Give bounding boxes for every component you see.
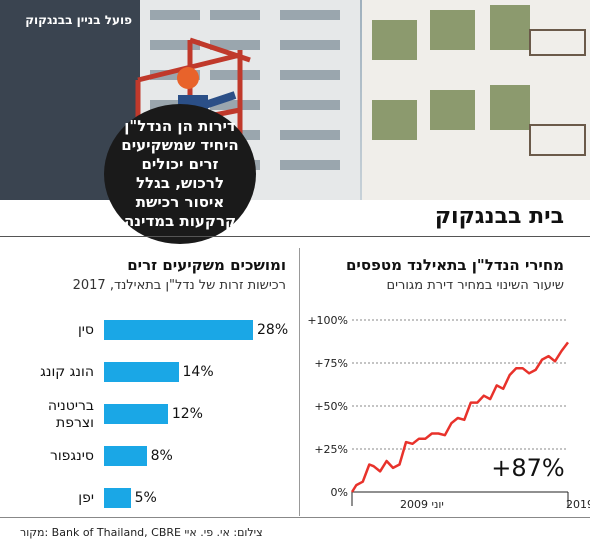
y-tick-label: +100%	[307, 314, 348, 327]
bar-category-label: סינגפור	[50, 448, 94, 465]
bar-category-label-line: הונג קונג	[40, 364, 94, 380]
source-credit: מקור: Bank of Thailand, CBRE צילום: אי. …	[20, 526, 263, 539]
footer-rule	[0, 517, 590, 518]
bar-category-label: הונג קונג	[40, 364, 94, 381]
price-line	[350, 341, 569, 493]
bar-value-label: 8%	[150, 448, 173, 464]
bar	[104, 488, 131, 508]
photo-illustration	[0, 0, 590, 200]
bar-category-label: סין	[78, 322, 94, 339]
bar-category-label: בריטניה וצרפת	[48, 398, 94, 432]
bar-category-label-line: סינגפור	[49, 448, 94, 464]
quote-text: דירות הן הנדל"ן היחיד שמשקיעים זרים יכול…	[121, 117, 239, 230]
quote-bubble: דירות הן הנדל"ן היחיד שמשקיעים זרים יכול…	[104, 104, 256, 244]
bar-chart-title: ומושכים משקיעים זרים	[127, 256, 286, 274]
bar-value-label: 14%	[182, 364, 214, 380]
change-annotation: +87%	[491, 454, 564, 482]
bar-category-label-line: וצרפת	[56, 415, 94, 431]
bar-category-label: יפן	[78, 490, 94, 507]
bar	[104, 320, 253, 340]
y-tick-label: 0%	[331, 486, 348, 499]
bar-chart-subtitle: רכישות זרות של נדל"ן בתאילנד, 2017	[72, 278, 286, 293]
headline-rule	[0, 236, 590, 237]
headline: בית בבנגקוק	[434, 204, 564, 229]
column-divider	[299, 248, 300, 516]
bar	[104, 446, 147, 466]
bar-category-label-line: בריטניה	[47, 398, 94, 414]
y-tick-label: +50%	[314, 400, 348, 413]
bar-category-label-line: יפן	[78, 490, 94, 506]
line-chart-subtitle: שיעור השינוי במחיר דירת מגורים	[386, 278, 565, 293]
bar	[104, 404, 168, 424]
bar-category-label-line: סין	[77, 322, 94, 338]
bar-value-label: 28%	[257, 322, 289, 338]
photo-caption: פועל בניין בבנגקוק	[25, 13, 132, 27]
x-tick-label: יוני 2019	[566, 498, 590, 511]
x-tick-label: יוני 2009	[400, 498, 444, 511]
y-tick-label: +75%	[314, 357, 348, 370]
bar-value-label: 12%	[171, 406, 203, 422]
y-tick-label: +25%	[314, 443, 348, 456]
bar-value-label: 5%	[134, 490, 157, 506]
bar	[104, 362, 179, 382]
line-chart-title: מחירי הנדל"ן בתאילנד מטפסים	[345, 256, 564, 274]
header-photo: פועל בניין בבנגקוק	[0, 0, 590, 200]
